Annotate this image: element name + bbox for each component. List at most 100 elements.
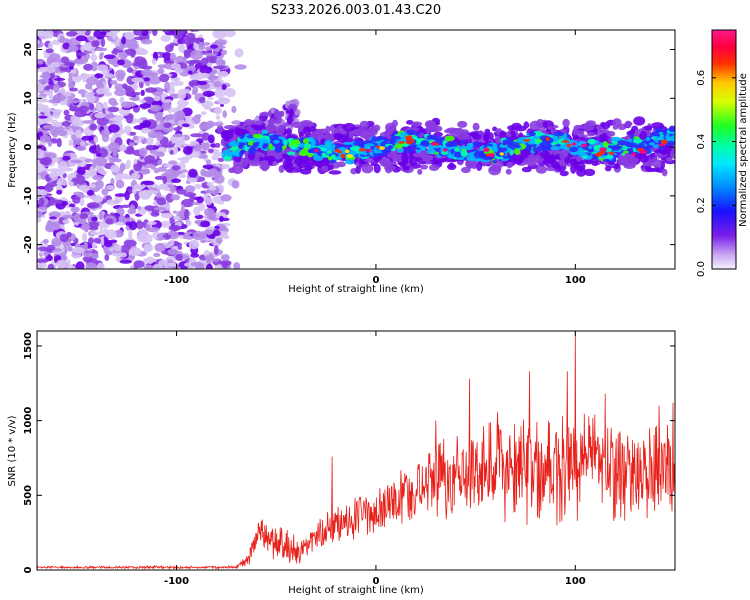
heatmap-blob [113, 244, 122, 252]
heatmap-blob [184, 262, 194, 267]
heatmap-blob [177, 245, 183, 250]
heatmap-blob [201, 142, 210, 151]
heatmap-blob [96, 64, 109, 72]
heatmap-blob [401, 153, 409, 163]
heatmap-blob [183, 145, 193, 155]
heatmap-blob [104, 114, 116, 119]
heatmap-blob [429, 125, 443, 133]
heatmap-blob [99, 226, 104, 235]
heatmap-blob [79, 213, 89, 220]
heatmap-blob [588, 145, 593, 150]
heatmap-blob [135, 118, 144, 124]
heatmap-blob [169, 185, 177, 194]
heatmap-blob [234, 64, 247, 70]
heatmap-blob [622, 150, 629, 154]
heatmap-blob [416, 131, 421, 135]
heatmap-blob [120, 244, 132, 254]
heatmap-blob [652, 144, 659, 149]
heatmap-blob [304, 161, 313, 171]
heatmap-blob [334, 148, 341, 153]
heatmap-blob [170, 63, 181, 70]
heatmap-y-tick-label: 0 [23, 144, 34, 151]
heatmap-blob [208, 148, 214, 153]
heatmap-blob [89, 231, 101, 236]
heatmap-blob [239, 142, 245, 146]
colorbar-tick-label: 0.4 [696, 134, 707, 150]
heatmap-blob [89, 184, 96, 189]
heatmap-blob [202, 164, 214, 170]
heatmap-blob [171, 178, 182, 183]
heatmap-blob [364, 128, 377, 134]
heatmap-blob [472, 141, 480, 148]
heatmap-blob [489, 152, 495, 158]
heatmap-blob [92, 174, 104, 181]
heatmap-blob [405, 135, 413, 140]
heatmap-blob [128, 188, 134, 194]
heatmap-blob [318, 128, 328, 134]
heatmap-blob [250, 124, 258, 129]
heatmap-blob [146, 136, 154, 146]
heatmap-blob [483, 133, 489, 143]
heatmap-blob [547, 154, 555, 165]
heatmap-blob [77, 163, 86, 167]
heatmap-blob [38, 197, 45, 207]
heatmap-blob [307, 152, 314, 158]
heatmap-blob [267, 124, 277, 133]
heatmap-blob [654, 127, 663, 133]
heatmap-blob [92, 242, 97, 249]
heatmap-blob [152, 263, 164, 269]
heatmap-blob [46, 182, 58, 188]
snr-y-tick-label: 1500 [23, 332, 34, 360]
heatmap-blob [68, 181, 75, 186]
heatmap-blob [198, 41, 205, 51]
heatmap-blob [454, 147, 460, 152]
heatmap-blob [80, 141, 86, 147]
heatmap-blob [551, 161, 560, 169]
heatmap-blob [137, 205, 142, 210]
heatmap-blob [170, 194, 181, 201]
colorbar-tick-label: 0.6 [696, 70, 707, 86]
heatmap-blob [387, 145, 394, 150]
heatmap-blob [91, 216, 98, 222]
heatmap-blob [580, 152, 588, 156]
heatmap-blob [435, 136, 445, 142]
heatmap-blob [147, 221, 157, 226]
heatmap-blob [50, 62, 61, 68]
heatmap-blob [101, 132, 110, 143]
heatmap-blob [157, 67, 165, 75]
heatmap-blob [214, 142, 221, 148]
heatmap-blob [172, 80, 184, 86]
heatmap-blob [129, 131, 136, 136]
heatmap-blob [54, 77, 66, 81]
heatmap-blob [105, 229, 117, 240]
heatmap-blob [442, 148, 448, 152]
heatmap-blob [156, 131, 164, 141]
heatmap-blob [37, 216, 42, 223]
heatmap-blob [73, 59, 83, 64]
heatmap-blob [37, 120, 44, 125]
heatmap-blob [93, 238, 102, 244]
heatmap-blob [454, 151, 461, 158]
heatmap-blob [87, 35, 95, 41]
heatmap-blob [221, 84, 227, 91]
heatmap-blob [39, 134, 51, 143]
heatmap-blob [573, 129, 585, 137]
heatmap-blob [330, 154, 336, 158]
heatmap-blob [239, 134, 245, 140]
heatmap-blob [553, 131, 564, 137]
heatmap-blob [492, 143, 498, 148]
heatmap-blob [633, 116, 646, 126]
heatmap-blob [91, 40, 97, 47]
heatmap-blob [614, 163, 620, 170]
heatmap-blob [148, 75, 162, 85]
heatmap-blob [218, 199, 225, 205]
heatmap-blob [206, 62, 213, 67]
heatmap-blob [303, 138, 309, 145]
heatmap-blob [41, 156, 53, 166]
heatmap-blob [605, 147, 612, 153]
heatmap-blob [608, 151, 615, 155]
heatmap-blob [103, 54, 116, 59]
heatmap-blob [624, 120, 632, 128]
